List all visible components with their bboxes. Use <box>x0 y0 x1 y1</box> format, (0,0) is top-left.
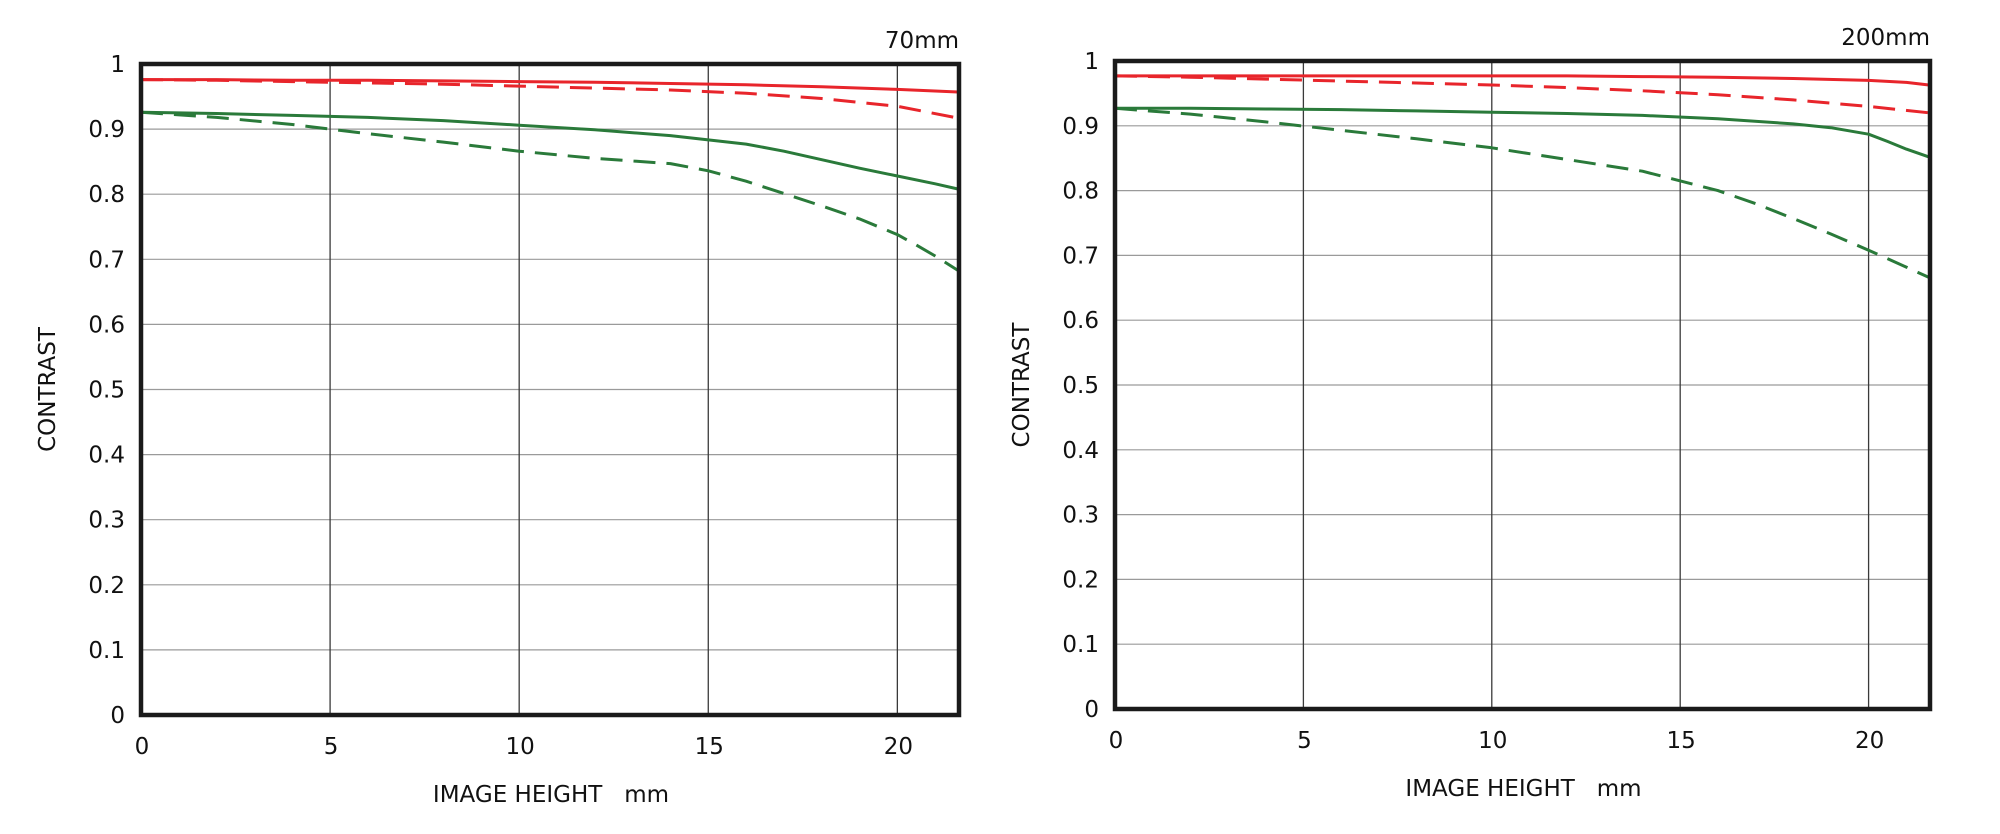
y-tick-label: 0.4 <box>1062 438 1099 464</box>
x-tick-label: 10 <box>506 734 535 760</box>
x-tick-label: 0 <box>1109 728 1124 754</box>
y-tick-label: 0 <box>110 703 125 729</box>
plot-frame <box>138 61 962 718</box>
chart-title: 70mm <box>885 28 959 54</box>
chart-title: 200mm <box>1841 25 1930 51</box>
y-tick-label: 0.5 <box>1062 373 1099 399</box>
y-tick-label: 0.8 <box>1062 179 1099 205</box>
y-tick-label: 0.2 <box>88 573 125 599</box>
plot-frame <box>1112 58 1933 712</box>
series-line-green-dashed <box>1114 106 1930 279</box>
y-tick-label: 0.6 <box>88 312 125 338</box>
x-tick-label: 5 <box>1297 728 1312 754</box>
y-tick-label: 0.3 <box>1062 503 1099 529</box>
y-tick-label: 0.6 <box>1062 308 1099 334</box>
chart-1: 00.10.20.30.40.50.60.70.80.910 5 10 15 2070m… <box>35 28 962 808</box>
y-tick-label: 1 <box>110 52 125 78</box>
y-tick-label: 0.1 <box>88 638 125 664</box>
y-tick-label: 1 <box>1084 49 1099 75</box>
x-tick-label: 15 <box>695 734 724 760</box>
y-tick-label: 0.4 <box>88 443 125 469</box>
y-tick-label: 0.9 <box>1062 114 1099 140</box>
series-line-green-dashed <box>140 110 959 272</box>
series-line-green-solid <box>1115 106 1930 159</box>
series-line-red-solid <box>1115 74 1930 87</box>
y-tick-label: 0.1 <box>1062 632 1099 658</box>
x-tick-label: 10 <box>1478 728 1507 754</box>
y-tick-label: 0.3 <box>88 508 125 534</box>
series-line-red-dashed <box>1114 74 1930 115</box>
y-tick-label: 0.8 <box>88 182 125 208</box>
y-axis-label: CONTRAST <box>35 326 61 452</box>
y-tick-label: 0.9 <box>88 117 125 143</box>
chart-2: 00.10.20.30.40.50.60.70.80.910 5 10 15 20200… <box>1009 25 1933 802</box>
y-axis-label: CONTRAST <box>1009 322 1035 448</box>
y-tick-label: 0.7 <box>88 247 125 273</box>
y-tick-label: 0.7 <box>1062 243 1099 269</box>
y-tick-label: 0.2 <box>1062 567 1099 593</box>
y-tick-label: 0 <box>1084 697 1099 723</box>
x-tick-label: 20 <box>1855 728 1884 754</box>
x-tick-label: 0 <box>135 734 150 760</box>
x-tick-label: 20 <box>884 734 913 760</box>
x-axis-label: IMAGE HEIGHT mm <box>433 782 669 808</box>
x-axis-label: IMAGE HEIGHT mm <box>1405 776 1641 802</box>
series-line-red-dashed <box>140 78 959 120</box>
series-line-green-solid <box>140 110 959 191</box>
x-tick-label: 15 <box>1667 728 1696 754</box>
x-tick-label: 5 <box>324 734 339 760</box>
y-tick-label: 0.5 <box>88 378 125 404</box>
